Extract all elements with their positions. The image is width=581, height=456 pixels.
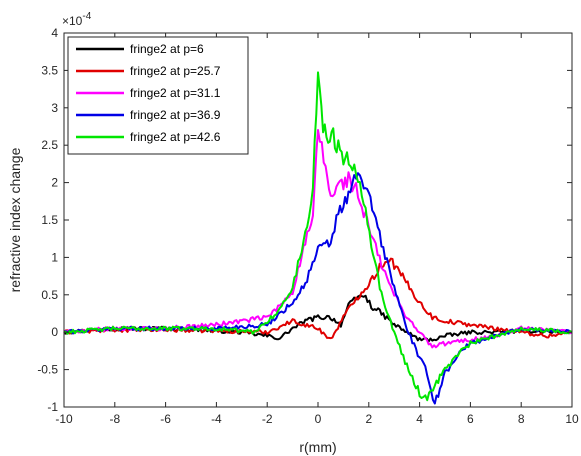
legend-entries: fringe2 at p=6 fringe2 at p=25.7 fringe2 a…: [76, 42, 221, 144]
x-tick-label: 8: [518, 412, 525, 426]
series-layer: [63, 71, 573, 405]
y-tick-label: 3: [51, 101, 58, 115]
y-exponent-label: ×10-4: [62, 11, 92, 28]
legend-box: [67, 36, 249, 155]
y-tick-label: 0.5: [41, 288, 58, 302]
x-tick-label: -8: [109, 412, 120, 426]
x-tick-label: 4: [416, 412, 423, 426]
legend-label-1: fringe2 at p=6: [130, 42, 204, 56]
x-tick-label: 0: [315, 412, 322, 426]
y-tick-label: 1: [51, 250, 58, 264]
series-line-5: [63, 71, 573, 402]
legend-label-3: fringe2 at p=31.1: [130, 86, 221, 100]
y-tick-label: 3.5: [41, 63, 58, 77]
legend: fringe2 at p=6 fringe2 at p=25.7 fringe2 a…: [67, 36, 249, 155]
y-tick-label: 2: [51, 176, 58, 190]
y-axis-label: refractive index change: [7, 147, 23, 292]
x-tick-label: -4: [211, 412, 222, 426]
y-tick-label: -1: [47, 400, 58, 414]
y-tick-label: 2.5: [41, 138, 58, 152]
x-tick-label: 6: [467, 412, 474, 426]
plot-frame: [63, 32, 573, 408]
y-tick-label: 1.5: [41, 213, 58, 227]
ticks-layer: -10 -8 -6 -4 -2 0 2 4 6 8 10 -1 -0.5 0 0.5 1 1.5 2 2.5 3 3.5…: [37, 26, 579, 426]
x-tick-label: 10: [565, 412, 579, 426]
x-tick-label: 2: [365, 412, 372, 426]
x-tick-label: -6: [160, 412, 171, 426]
legend-label-4: fringe2 at p=36.9: [130, 108, 221, 122]
x-tick-label: -2: [262, 412, 273, 426]
y-tick-label: 0: [51, 325, 58, 339]
legend-label-5: fringe2 at p=42.6: [130, 130, 221, 144]
y-tick-label: 4: [51, 26, 58, 40]
x-axis-label: r(mm): [299, 439, 336, 455]
x-tick-label: -10: [55, 412, 73, 426]
y-tick-label: -0.5: [37, 363, 58, 377]
legend-label-2: fringe2 at p=25.7: [130, 64, 221, 78]
